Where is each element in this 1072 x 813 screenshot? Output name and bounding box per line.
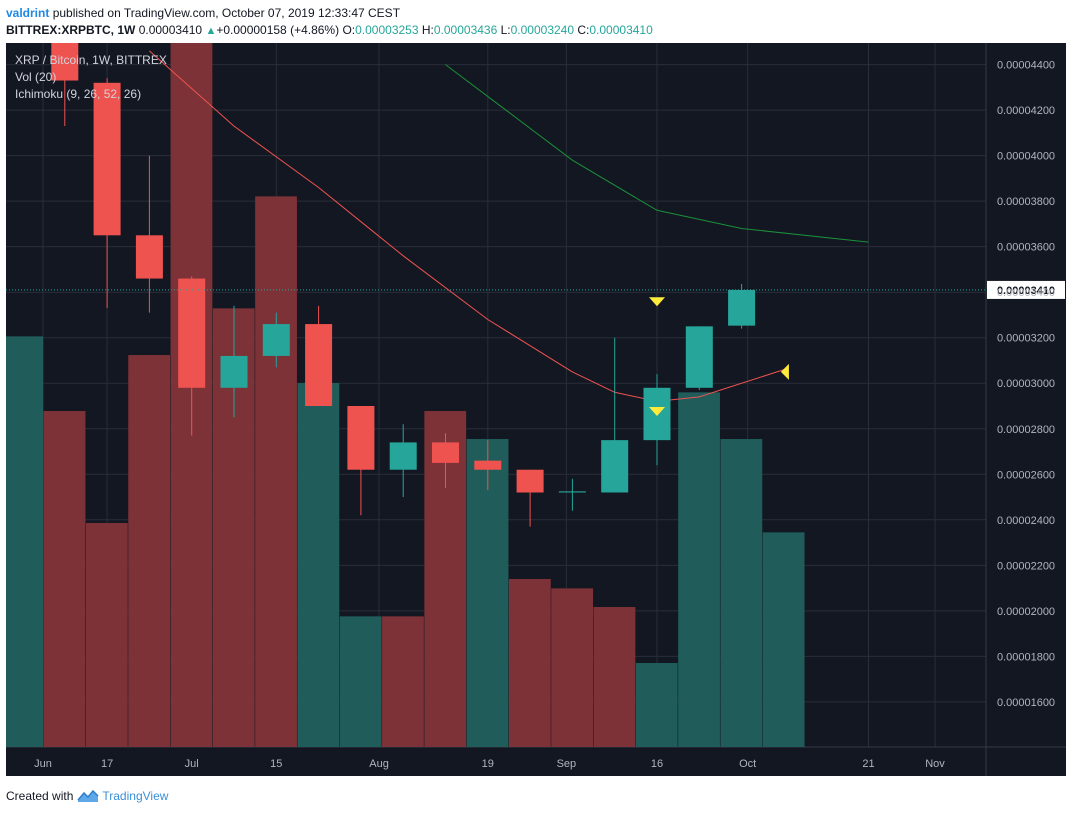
x-tick-label: Nov xyxy=(925,758,945,770)
candle-body xyxy=(51,43,79,81)
ichimoku-base-line xyxy=(149,50,785,402)
last-price-line: 0.00003410 xyxy=(6,280,1065,299)
x-tick-label: Jun xyxy=(34,758,52,770)
close-value: 0.00003410 xyxy=(589,23,653,37)
y-tick-label: 0.00002200 xyxy=(997,560,1055,572)
price-chart[interactable]: 0.00003410 0.00004400 0.00004200 0.0000400… xyxy=(6,43,1066,776)
candle-body xyxy=(262,324,290,356)
volume-bar xyxy=(128,355,171,747)
chart-legend: XRP / Bitcoin, 1W, BITTREX Vol (20) Ichi… xyxy=(15,53,167,101)
volume-bars xyxy=(6,43,805,747)
x-tick-label: 16 xyxy=(651,758,663,770)
symbol-label: BITTREX:XRPBTC, 1W xyxy=(6,23,136,37)
x-tick-label: Oct xyxy=(739,758,756,770)
volume-bar xyxy=(6,336,44,747)
last-price: 0.00003410 xyxy=(138,23,203,37)
candle-body xyxy=(93,82,121,236)
open-value: 0.00003253 xyxy=(355,23,419,37)
volume-bar xyxy=(339,616,382,747)
ohlc-header: BITTREX:XRPBTC, 1W 0.00003410 ▲+0.000001… xyxy=(6,22,653,38)
low-value: 0.00003240 xyxy=(510,23,575,37)
triangle-left-marker-icon xyxy=(780,363,789,380)
close-label: C: xyxy=(577,23,590,37)
y-tick-label: 0.00001600 xyxy=(997,697,1055,709)
author-link[interactable]: valdrint xyxy=(6,6,50,20)
high-label: H: xyxy=(421,23,434,37)
volume-bar xyxy=(43,411,86,747)
candles xyxy=(51,43,756,527)
markers xyxy=(649,297,789,417)
candle-body xyxy=(474,460,502,470)
open-label: O: xyxy=(342,23,356,37)
volume-bar xyxy=(635,663,678,747)
low-label: L: xyxy=(500,23,511,37)
price-axis[interactable]: 0.00004400 0.00004200 0.00004000 0.00003800… xyxy=(997,60,1055,709)
candle-body xyxy=(516,469,544,493)
up-triangle-icon: ▲ xyxy=(205,25,217,37)
x-tick-label: 21 xyxy=(862,758,874,770)
candle-body xyxy=(601,440,629,493)
volume-bar xyxy=(508,579,551,747)
candle-body xyxy=(347,406,375,470)
y-tick-label: 0.00003000 xyxy=(997,378,1055,390)
volume-bar xyxy=(466,439,509,747)
y-tick-label: 0.00004200 xyxy=(997,105,1055,117)
volume-bar xyxy=(297,383,340,747)
candle-body xyxy=(558,491,586,493)
candle-body xyxy=(432,442,459,463)
y-tick-label: 0.00003600 xyxy=(997,242,1055,254)
time-axis[interactable]: Jun 17 Jul 15 Aug 19 Sep 16 Oct 21 Nov xyxy=(34,758,945,770)
tradingview-logo-icon xyxy=(77,789,99,803)
y-tick-label: 0.00002600 xyxy=(997,469,1055,481)
y-tick-label: 0.00004400 xyxy=(997,60,1055,72)
volume-bar xyxy=(678,392,720,747)
publish-header: valdrint published on TradingView.com, O… xyxy=(6,5,400,21)
volume-bar xyxy=(720,439,763,747)
y-tick-label: 0.00002400 xyxy=(997,515,1055,527)
candle-body xyxy=(220,355,248,388)
ichimoku-lines xyxy=(149,50,869,402)
triangle-down-marker-icon xyxy=(649,297,665,307)
y-tick-label: 0.00003200 xyxy=(997,333,1055,345)
last-price-label: 0.00003410 xyxy=(997,285,1055,297)
volume-bar xyxy=(593,607,636,747)
publish-info: published on TradingView.com, October 07… xyxy=(52,6,401,20)
x-tick-label: 17 xyxy=(101,758,113,770)
x-tick-label: Jul xyxy=(185,758,199,770)
volume-bar xyxy=(382,616,424,747)
created-with-label: Created with xyxy=(6,789,74,803)
y-tick-label: 0.00002000 xyxy=(997,606,1055,618)
ichimoku-conversion-line xyxy=(445,64,869,243)
legend-ichimoku: Ichimoku (9, 26, 52, 26) xyxy=(15,87,141,101)
price-change: +0.00000158 (+4.86%) xyxy=(216,23,340,37)
volume-bar xyxy=(255,196,297,747)
candle-body xyxy=(728,289,756,326)
last-price-badge xyxy=(987,280,1065,299)
candle-body xyxy=(135,235,163,279)
y-tick-label: 0.00003400 xyxy=(997,287,1055,299)
high-value: 0.00003436 xyxy=(433,23,498,37)
y-tick-label: 0.00002800 xyxy=(997,424,1055,436)
x-tick-label: 15 xyxy=(270,758,282,770)
candle-body xyxy=(178,278,206,388)
candle-body xyxy=(685,326,713,388)
legend-title: XRP / Bitcoin, 1W, BITTREX xyxy=(15,53,167,67)
x-tick-label: Sep xyxy=(557,758,577,770)
volume-bar xyxy=(762,532,805,747)
volume-bar xyxy=(551,588,594,747)
candle-body xyxy=(305,324,333,406)
chart-area[interactable]: 0.00003410 0.00004400 0.00004200 0.0000400… xyxy=(6,43,1066,776)
y-tick-label: 0.00001800 xyxy=(997,651,1055,663)
x-tick-label: Aug xyxy=(369,758,389,770)
y-tick-label: 0.00003800 xyxy=(997,196,1055,208)
candle-body xyxy=(389,442,417,470)
legend-volume: Vol (20) xyxy=(15,70,56,84)
volume-bar xyxy=(85,523,128,747)
footer: Created with TradingView xyxy=(6,787,168,805)
triangle-down-marker-icon xyxy=(649,407,665,417)
tradingview-link[interactable]: TradingView xyxy=(102,789,169,803)
x-tick-label: 19 xyxy=(482,758,494,770)
y-tick-label: 0.00004000 xyxy=(997,151,1055,163)
